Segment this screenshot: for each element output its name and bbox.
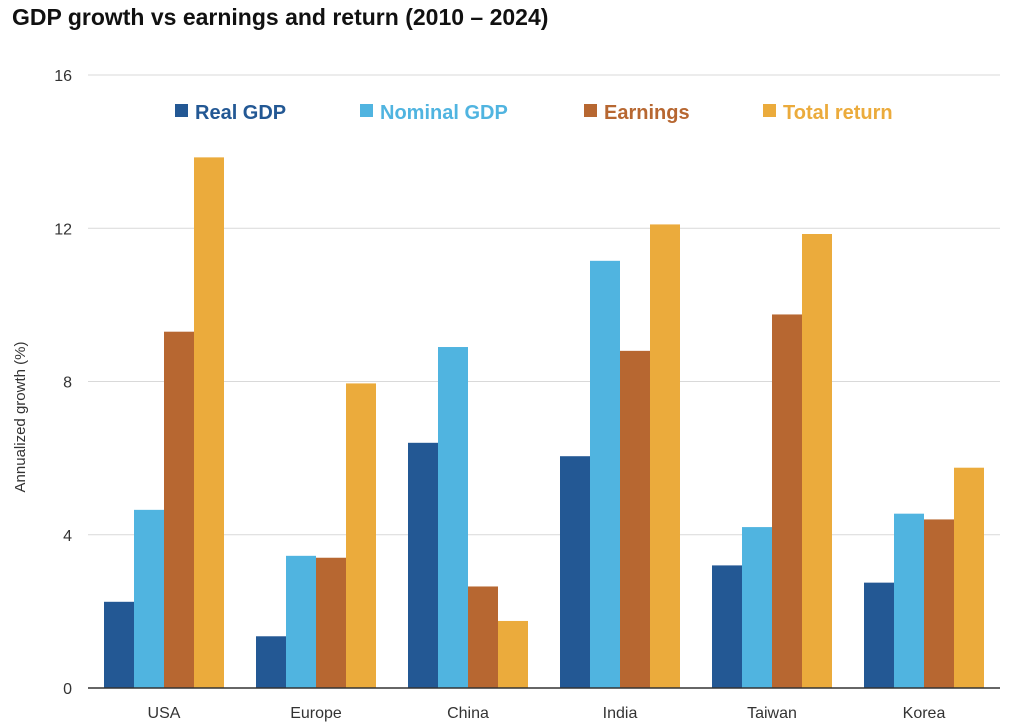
- bar-total-return-korea: [954, 467, 984, 688]
- bar-total-return-china: [498, 620, 528, 688]
- legend-swatch: [175, 104, 188, 117]
- bar-nominal-gdp-europe: [286, 555, 316, 688]
- legend-label: Real GDP: [195, 102, 286, 124]
- bar-nominal-gdp-india: [590, 260, 620, 688]
- legend-label: Total return: [783, 102, 893, 124]
- bar-earnings-china: [468, 586, 498, 688]
- bar-earnings-usa: [164, 331, 194, 688]
- x-tick-label: Europe: [290, 705, 342, 722]
- chart-title: GDP growth vs earnings and return (2010 …: [12, 4, 549, 30]
- bars: [104, 157, 984, 688]
- bar-total-return-taiwan: [802, 233, 832, 688]
- axes: 0 4 8 12 16 USA Europe China India Taiwan Korea: [54, 68, 1000, 722]
- bar-real-gdp-china: [408, 442, 438, 688]
- bar-nominal-gdp-taiwan: [742, 527, 772, 688]
- bar-real-gdp-taiwan: [712, 565, 742, 688]
- bar-real-gdp-usa: [104, 601, 134, 688]
- y-tick-label: 4: [63, 528, 72, 545]
- bar-total-return-usa: [194, 157, 224, 688]
- x-tick-label: India: [603, 705, 638, 722]
- bar-earnings-europe: [316, 557, 346, 688]
- x-tick-label: USA: [148, 705, 181, 722]
- bar-earnings-taiwan: [772, 314, 802, 688]
- legend-swatch: [360, 104, 373, 117]
- bar-nominal-gdp-china: [438, 347, 468, 688]
- bar-total-return-europe: [346, 383, 376, 688]
- legend: Real GDP Nominal GDP Earnings Total return: [175, 102, 893, 124]
- y-axis-label: Annualized growth (%): [12, 342, 29, 493]
- bar-total-return-india: [650, 224, 680, 688]
- bar-real-gdp-korea: [864, 582, 894, 688]
- x-tick-label: China: [447, 705, 489, 722]
- bar-real-gdp-india: [560, 456, 590, 688]
- legend-swatch: [584, 104, 597, 117]
- x-tick-label: Taiwan: [747, 705, 797, 722]
- bar-nominal-gdp-usa: [134, 509, 164, 688]
- gridlines: [88, 74, 1000, 536]
- y-tick-label: 0: [63, 681, 72, 698]
- y-tick-label: 12: [54, 221, 72, 238]
- bar-earnings-korea: [924, 519, 954, 688]
- legend-label: Earnings: [604, 102, 690, 124]
- bar-earnings-india: [620, 350, 650, 688]
- y-tick-label: 16: [54, 68, 72, 85]
- bar-real-gdp-europe: [256, 636, 286, 688]
- bar-nominal-gdp-korea: [894, 513, 924, 688]
- x-tick-label: Korea: [903, 705, 946, 722]
- y-tick-label: 8: [63, 375, 72, 392]
- legend-swatch: [763, 104, 776, 117]
- legend-label: Nominal GDP: [380, 102, 508, 124]
